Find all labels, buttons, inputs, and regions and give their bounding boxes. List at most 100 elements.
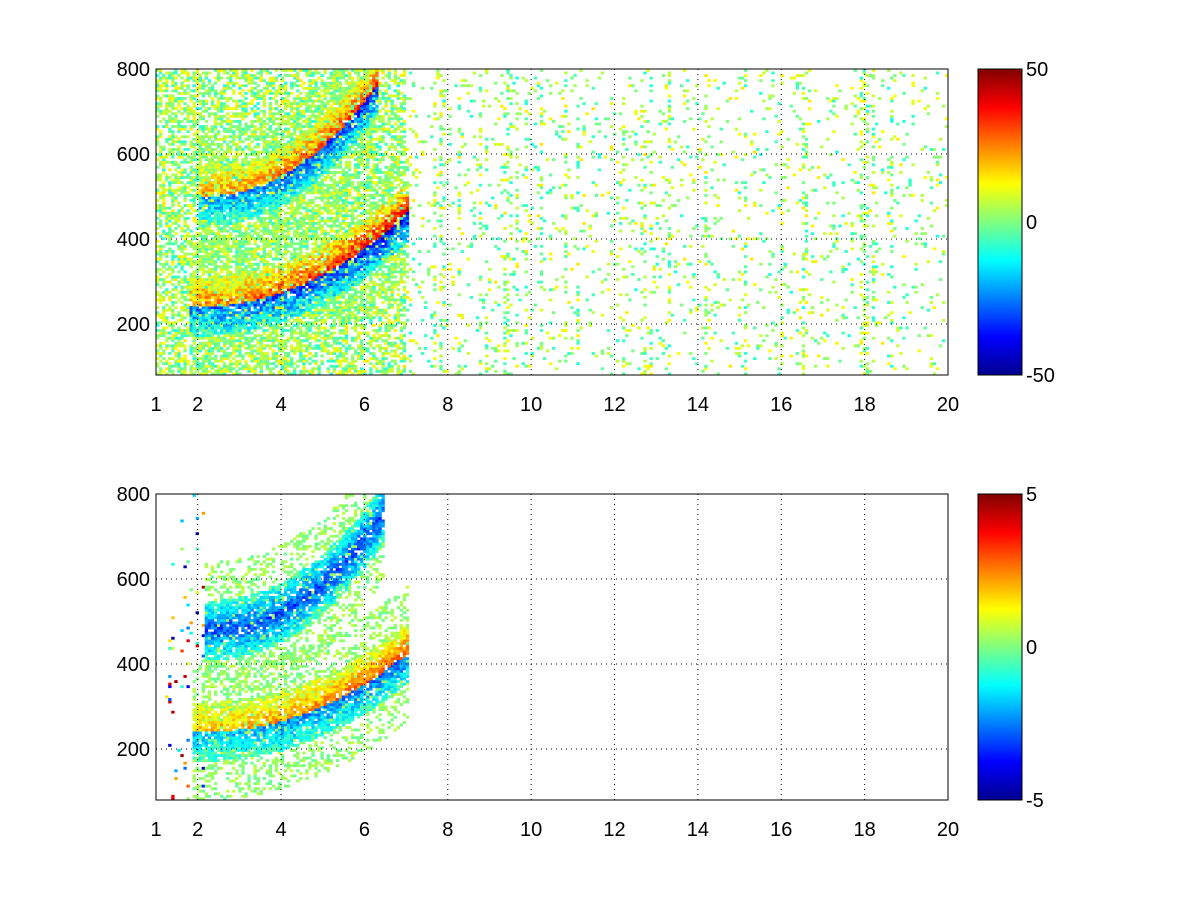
- heatmap-cell: [256, 97, 260, 100]
- heatmap-cell: [165, 178, 169, 182]
- heatmap-cell: [253, 97, 257, 100]
- heatmap-cell: [290, 206, 294, 210]
- heatmap-cell: [302, 257, 306, 261]
- heatmap-cell: [311, 201, 315, 205]
- heatmap-cell: [290, 135, 294, 139]
- heatmap-cell: [174, 176, 178, 179]
- heatmap-cell: [159, 341, 163, 345]
- heatmap-cell: [314, 283, 318, 287]
- heatmap-cell: [207, 145, 212, 149]
- heatmap-cell: [219, 293, 224, 297]
- heatmap-cell: [277, 237, 282, 241]
- heatmap-cell: [219, 137, 224, 141]
- heatmap-cell: [207, 313, 212, 317]
- heatmap-cell: [201, 186, 206, 190]
- heatmap-cell: [244, 125, 248, 128]
- heatmap-cell: [171, 321, 175, 325]
- heatmap-cell: [244, 158, 248, 162]
- heatmap-cell: [226, 148, 230, 151]
- heatmap-cell: [186, 79, 190, 83]
- heatmap-cell: [283, 142, 288, 146]
- heatmap-cell: [277, 316, 282, 320]
- heatmap-cell: [241, 306, 245, 309]
- heatmap-cell: [317, 326, 321, 330]
- heatmap-cell: [311, 188, 315, 192]
- heatmap-cell: [326, 336, 330, 340]
- heatmap-cell: [201, 206, 206, 210]
- heatmap-cell: [253, 239, 257, 243]
- heatmap-cell: [256, 295, 260, 299]
- heatmap-cell: [271, 324, 276, 327]
- heatmap-cell: [235, 362, 239, 366]
- heatmap-cell: [323, 71, 327, 75]
- heatmap-cell: [232, 227, 236, 230]
- heatmap-cell: [256, 293, 260, 297]
- heatmap-cell: [210, 252, 215, 256]
- heatmap-cell: [277, 229, 282, 233]
- heatmap-cell: [159, 219, 163, 223]
- heatmap-cell: [210, 237, 215, 241]
- heatmap-cell: [156, 89, 160, 93]
- heatmap-cell: [277, 104, 282, 108]
- heatmap-cell: [250, 288, 254, 292]
- heatmap-cell: [250, 257, 254, 261]
- heatmap-cell: [250, 346, 254, 350]
- heatmap-cell: [162, 306, 166, 309]
- heatmap-cell: [241, 117, 245, 121]
- heatmap-cell: [247, 242, 251, 246]
- heatmap-cell: [314, 171, 318, 174]
- heatmap-cell: [280, 280, 285, 284]
- heatmap-cell: [223, 163, 227, 167]
- heatmap-cell: [235, 206, 239, 210]
- heatmap-cell: [320, 262, 324, 266]
- heatmap-cell: [293, 303, 297, 307]
- heatmap-cell: [286, 176, 291, 179]
- heatmap-cell: [286, 311, 291, 315]
- heatmap-cell: [253, 196, 257, 200]
- heatmap-cell: [201, 331, 206, 335]
- heatmap-cell: [290, 153, 294, 156]
- heatmap-cell: [162, 349, 166, 353]
- heatmap-cell: [302, 181, 306, 185]
- heatmap-cell: [223, 329, 227, 332]
- heatmap-cell: [308, 288, 312, 292]
- heatmap-cell: [317, 311, 321, 315]
- heatmap-cell: [314, 234, 318, 238]
- heatmap-cell: [201, 216, 206, 220]
- heatmap-cell: [210, 364, 215, 368]
- heatmap-cell: [198, 114, 202, 118]
- heatmap-cell: [274, 298, 279, 302]
- heatmap-cell: [180, 76, 184, 80]
- heatmap-cell: [156, 267, 160, 271]
- heatmap-cell: [271, 163, 276, 167]
- heatmap-cell: [180, 209, 184, 213]
- heatmap-cell: [296, 104, 300, 108]
- heatmap-cell: [326, 295, 330, 299]
- heatmap-cell: [302, 301, 306, 304]
- heatmap-cell: [216, 346, 221, 350]
- heatmap-cell: [305, 122, 309, 126]
- heatmap-cell: [247, 196, 251, 200]
- heatmap-cell: [314, 69, 318, 72]
- heatmap-cell: [259, 165, 263, 169]
- heatmap-cell: [323, 283, 327, 287]
- heatmap-cell: [296, 150, 300, 154]
- heatmap-cell: [210, 308, 215, 312]
- heatmap-cell: [192, 234, 196, 238]
- heatmap-cell: [296, 89, 300, 93]
- heatmap-cell: [201, 140, 206, 144]
- heatmap-cell: [238, 339, 242, 343]
- heatmap-cell: [299, 97, 303, 100]
- heatmap-cell: [311, 303, 315, 307]
- heatmap-cell: [253, 321, 257, 325]
- heatmap-cell: [253, 229, 257, 233]
- heatmap-cell: [308, 91, 312, 95]
- heatmap-cell: [213, 359, 218, 363]
- heatmap-cell: [277, 285, 282, 289]
- heatmap-cell: [204, 364, 209, 368]
- heatmap-cell: [329, 372, 333, 375]
- heatmap-cell: [265, 178, 270, 182]
- heatmap-cell: [286, 290, 291, 294]
- heatmap-cell: [192, 244, 196, 248]
- heatmap-cell: [320, 344, 324, 348]
